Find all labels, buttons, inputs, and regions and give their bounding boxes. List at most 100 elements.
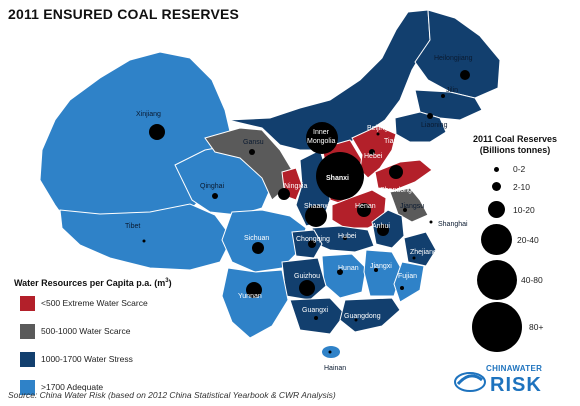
reserves-legend-title: 2011 Coal Reserves (Billions tonnes)	[472, 134, 558, 155]
region-tibet	[59, 203, 233, 271]
label-shandong: Shandong	[380, 187, 412, 194]
reserves-legend-item: 40-80	[455, 260, 575, 300]
dot-chongqing	[308, 240, 316, 248]
dot-shandong	[389, 165, 403, 179]
region-liaoning	[394, 111, 447, 143]
logo-text-small: CHINAWATER	[486, 364, 543, 373]
label-qinghai: Qinghai	[200, 183, 225, 190]
dot-shanghai	[429, 220, 433, 224]
reserves-legend-item: 80+	[455, 302, 575, 352]
label-guizhou: Guizhou	[294, 273, 320, 280]
label-hunan: Hunan	[338, 265, 359, 272]
label-henan: Henan	[355, 203, 376, 210]
reserves-legend-item: 10-20	[455, 200, 575, 220]
dot-guangdong	[354, 318, 358, 322]
water-legend-item: >1700 Adequate	[14, 378, 214, 396]
water-legend-item: 500-1000 Water Scarce	[14, 322, 214, 340]
label-tianjin: Tianjin	[384, 138, 404, 145]
dot-jiangxi	[374, 268, 378, 272]
label-anhui: Anhui	[372, 223, 390, 230]
region-jiangxi	[363, 249, 403, 297]
water-legend-title: Water Resources per Capita p.a. (m3)	[14, 278, 172, 288]
region-hunan	[321, 253, 367, 299]
reserves-legend-item: 2-10	[455, 180, 575, 194]
reserve-dot-size	[472, 302, 522, 352]
legend-swatch-adequate	[20, 379, 35, 395]
region-guangxi	[289, 297, 346, 335]
legend-swatch-extreme-scarce	[20, 295, 35, 311]
dot-hebei	[369, 149, 375, 155]
region-fujian	[393, 261, 425, 303]
reserve-dot-size	[477, 260, 517, 300]
label-hebei: Hebei	[364, 153, 383, 160]
dot-ningxia	[278, 188, 290, 200]
label-chongqing: Chongqing	[296, 236, 330, 243]
dot-shaanxi	[305, 205, 327, 227]
region-yunnan	[221, 267, 289, 339]
dot-xinjiang	[149, 124, 165, 140]
region-zhejiang	[403, 231, 437, 267]
label-shanxi: Shanxi	[326, 175, 349, 182]
map-title: 2011 ENSURED COAL RESERVES	[8, 6, 240, 22]
label-inner-mongolia-2: Mongolia	[307, 138, 336, 145]
label-tibet: Tibet	[125, 223, 140, 230]
label-inner-mongolia-1: Inner	[313, 129, 330, 136]
region-chongqing	[291, 229, 323, 259]
legend-swatch-stress	[20, 351, 35, 367]
dot-zhejiang	[412, 256, 416, 260]
label-liaoning: Liaoning	[421, 122, 448, 129]
legend-swatch-scarce	[20, 323, 35, 339]
logo-text-big: RISK	[490, 374, 542, 396]
label-xinjiang: Xinjiang	[136, 111, 161, 118]
label-sichuan: Sichuan	[244, 235, 269, 242]
dot-sichuan	[252, 242, 264, 254]
reserve-dot-size	[494, 167, 499, 172]
dot-jiangsu	[403, 208, 407, 212]
dot-guizhou	[299, 280, 315, 296]
label-guangxi: Guangxi	[302, 307, 329, 314]
reserves-legend-item: 0-2	[455, 164, 575, 176]
reserve-dot-size	[488, 201, 505, 218]
dot-hunan	[337, 269, 343, 275]
water-drop-icon	[454, 372, 486, 392]
label-beijing: Beijing	[367, 125, 388, 132]
label-jiangsu: Jiangsu	[400, 203, 424, 210]
reserves-legend: 2011 Coal Reserves (Billions tonnes) 0-2…	[455, 134, 575, 352]
label-fujian: Fujian	[398, 273, 417, 280]
region-guangdong	[339, 297, 401, 333]
water-legend-item: <500 Extreme Water Scarce	[14, 294, 214, 312]
label-yunnan: Yunnan	[238, 293, 262, 300]
label-heilongjiang: Heilongjiang	[434, 55, 473, 62]
label-zhejiang: Zhejiang	[410, 249, 437, 256]
dot-shanxi	[316, 152, 364, 200]
dot-inner-mongolia	[306, 122, 338, 154]
dot-liaoning	[427, 113, 433, 119]
label-guangdong: Guangdong	[344, 313, 381, 320]
label-jiangxi: Jiangxi	[370, 263, 392, 270]
dot-hainan	[328, 350, 332, 354]
dot-beijing	[376, 132, 380, 136]
water-legend: Water Resources per Capita p.a. (m3) <50…	[14, 278, 214, 406]
chinawater-risk-logo: CHINAWATER RISK	[454, 360, 566, 398]
label-hainan: Hainan	[324, 365, 346, 372]
label-jilin: Jilin	[446, 87, 458, 94]
dot-hubei	[343, 236, 347, 240]
dot-henan	[357, 203, 371, 217]
reserve-dot-size	[492, 182, 501, 191]
label-shaanxi: Shaanxi	[304, 203, 330, 210]
source-note: Source: China Water Risk (based on 2012 …	[8, 390, 336, 400]
dot-yunnan	[246, 282, 262, 298]
label-ningxia: Ningxia	[284, 183, 307, 190]
region-shandong	[374, 159, 433, 191]
dot-gansu	[249, 149, 255, 155]
label-gansu: Gansu	[243, 139, 264, 146]
water-legend-item: 1000-1700 Water Stress	[14, 350, 214, 368]
dot-qinghai	[212, 193, 218, 199]
dot-guangxi	[314, 316, 318, 320]
reserve-dot-size	[481, 224, 512, 255]
dot-fujian	[400, 286, 404, 290]
dot-anhui	[377, 224, 389, 236]
dot-heilongjiang	[460, 70, 470, 80]
label-shanghai: Shanghai	[438, 221, 468, 228]
